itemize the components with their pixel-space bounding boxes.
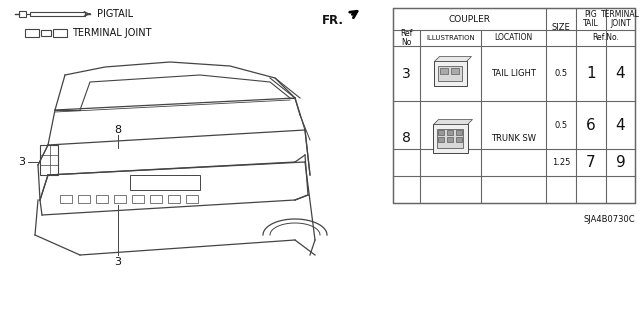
Bar (447, 137, 452, 142)
Text: 0.5: 0.5 (554, 121, 568, 130)
Text: COUPLER: COUPLER (449, 14, 490, 24)
Text: Ref.No.: Ref.No. (592, 33, 619, 42)
FancyBboxPatch shape (434, 61, 467, 86)
Text: 0.5: 0.5 (554, 69, 568, 78)
Bar (19, 11, 26, 17)
Bar (438, 137, 444, 142)
Bar (456, 130, 461, 135)
Bar (440, 68, 447, 73)
Text: 6: 6 (586, 117, 596, 132)
Text: 4: 4 (616, 117, 625, 132)
Text: 8: 8 (115, 125, 122, 135)
Polygon shape (435, 56, 472, 62)
Text: TERMINAL JOINT: TERMINAL JOINT (72, 28, 152, 38)
Bar (96, 195, 108, 203)
Bar (393, 8, 635, 203)
Text: 9: 9 (616, 155, 625, 170)
Text: 3: 3 (19, 157, 26, 167)
Bar (436, 129, 463, 147)
Text: PIG
TAIL: PIG TAIL (583, 10, 599, 28)
Text: 1.25: 1.25 (552, 158, 570, 167)
Text: 3: 3 (402, 66, 411, 80)
Bar (150, 195, 162, 203)
Polygon shape (433, 120, 472, 124)
Bar (451, 68, 458, 73)
Bar (114, 195, 126, 203)
Bar (40, 145, 58, 175)
Bar (60, 195, 72, 203)
Text: 4: 4 (616, 66, 625, 81)
Bar (53, 29, 67, 37)
Text: SIZE: SIZE (552, 23, 570, 32)
Bar (130, 175, 200, 190)
Text: PIGTAIL: PIGTAIL (97, 9, 133, 19)
Text: 7: 7 (586, 155, 596, 170)
Text: 3: 3 (115, 257, 122, 267)
Bar (168, 195, 180, 203)
Bar (132, 195, 144, 203)
Bar (41, 30, 51, 36)
FancyBboxPatch shape (433, 124, 468, 153)
Bar (456, 137, 461, 142)
Text: 8: 8 (402, 131, 411, 145)
Bar (438, 130, 444, 135)
Text: TERMINAL
JOINT: TERMINAL JOINT (601, 10, 640, 28)
Text: SJA4B0730C: SJA4B0730C (584, 215, 635, 224)
Bar (30, 12, 85, 16)
Text: Ref
No: Ref No (400, 29, 413, 47)
Text: ILLUSTRATION: ILLUSTRATION (426, 35, 475, 41)
Bar (78, 195, 90, 203)
Text: 1: 1 (586, 66, 596, 81)
Bar (25, 29, 39, 37)
Text: TAIL LIGHT: TAIL LIGHT (491, 69, 536, 78)
Text: LOCATION: LOCATION (494, 33, 532, 42)
Bar (438, 65, 461, 80)
Text: FR.: FR. (322, 13, 344, 26)
Bar (447, 130, 452, 135)
Text: TRUNK SW: TRUNK SW (491, 134, 536, 143)
Bar (186, 195, 198, 203)
